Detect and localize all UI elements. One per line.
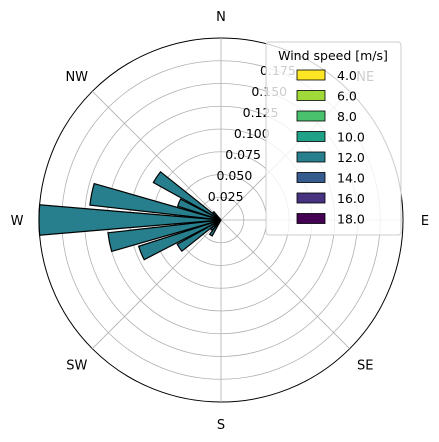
legend-swatch xyxy=(296,131,326,142)
direction-label-w: W xyxy=(11,214,24,229)
wind-bar xyxy=(152,170,222,221)
legend-label: 12.0 xyxy=(337,150,365,165)
legend-swatch xyxy=(296,110,326,122)
direction-label-n: N xyxy=(216,10,226,25)
legend-label: 16.0 xyxy=(337,191,365,206)
legend: Wind speed [m/s] 4.0 6.0 8.0 10.0 12.0 14.0 16… xyxy=(265,41,402,236)
spoke-line xyxy=(92,219,222,349)
spoke-line xyxy=(92,91,222,221)
direction-label-e: E xyxy=(421,214,429,229)
wind-bar xyxy=(176,198,222,221)
direction-label-se: SE xyxy=(357,358,373,373)
legend-label: 10.0 xyxy=(337,130,365,145)
wind-bar xyxy=(211,210,222,221)
legend-label: 18.0 xyxy=(337,212,365,227)
legend-swatch xyxy=(296,90,326,101)
radial-tick-label: 0.100 xyxy=(234,126,270,141)
legend-swatch xyxy=(296,213,326,224)
radial-tick-label: 0.050 xyxy=(217,168,253,183)
direction-label-nw: NW xyxy=(65,70,88,85)
legend-label: 4.0 xyxy=(337,68,357,83)
legend-label: 6.0 xyxy=(337,89,357,104)
legend-box xyxy=(265,41,402,236)
wind-bar xyxy=(137,219,222,261)
direction-label-s: S xyxy=(217,418,225,433)
wind-bar xyxy=(89,182,222,221)
radial-tick-label: 0.025 xyxy=(208,189,244,204)
legend-title: Wind speed [m/s] xyxy=(278,48,388,63)
legend-swatch xyxy=(296,172,326,183)
wind-bar xyxy=(176,219,222,253)
radial-tick-label: 0.075 xyxy=(225,147,261,162)
legend-swatch xyxy=(296,69,326,81)
wind-bar xyxy=(38,204,222,236)
legend-swatch xyxy=(296,151,326,163)
direction-labels: NNEESESSWWNW xyxy=(11,10,430,433)
legend-label: 8.0 xyxy=(337,109,357,124)
legend-entries: 4.0 6.0 8.0 10.0 12.0 14.0 16.0 18.0 xyxy=(296,68,365,227)
spoke-line xyxy=(220,219,350,349)
legend-swatch xyxy=(296,192,326,204)
legend-label: 14.0 xyxy=(337,171,365,186)
wind-bar xyxy=(107,219,222,253)
wind-bars xyxy=(38,170,222,261)
direction-label-sw: SW xyxy=(66,358,87,373)
